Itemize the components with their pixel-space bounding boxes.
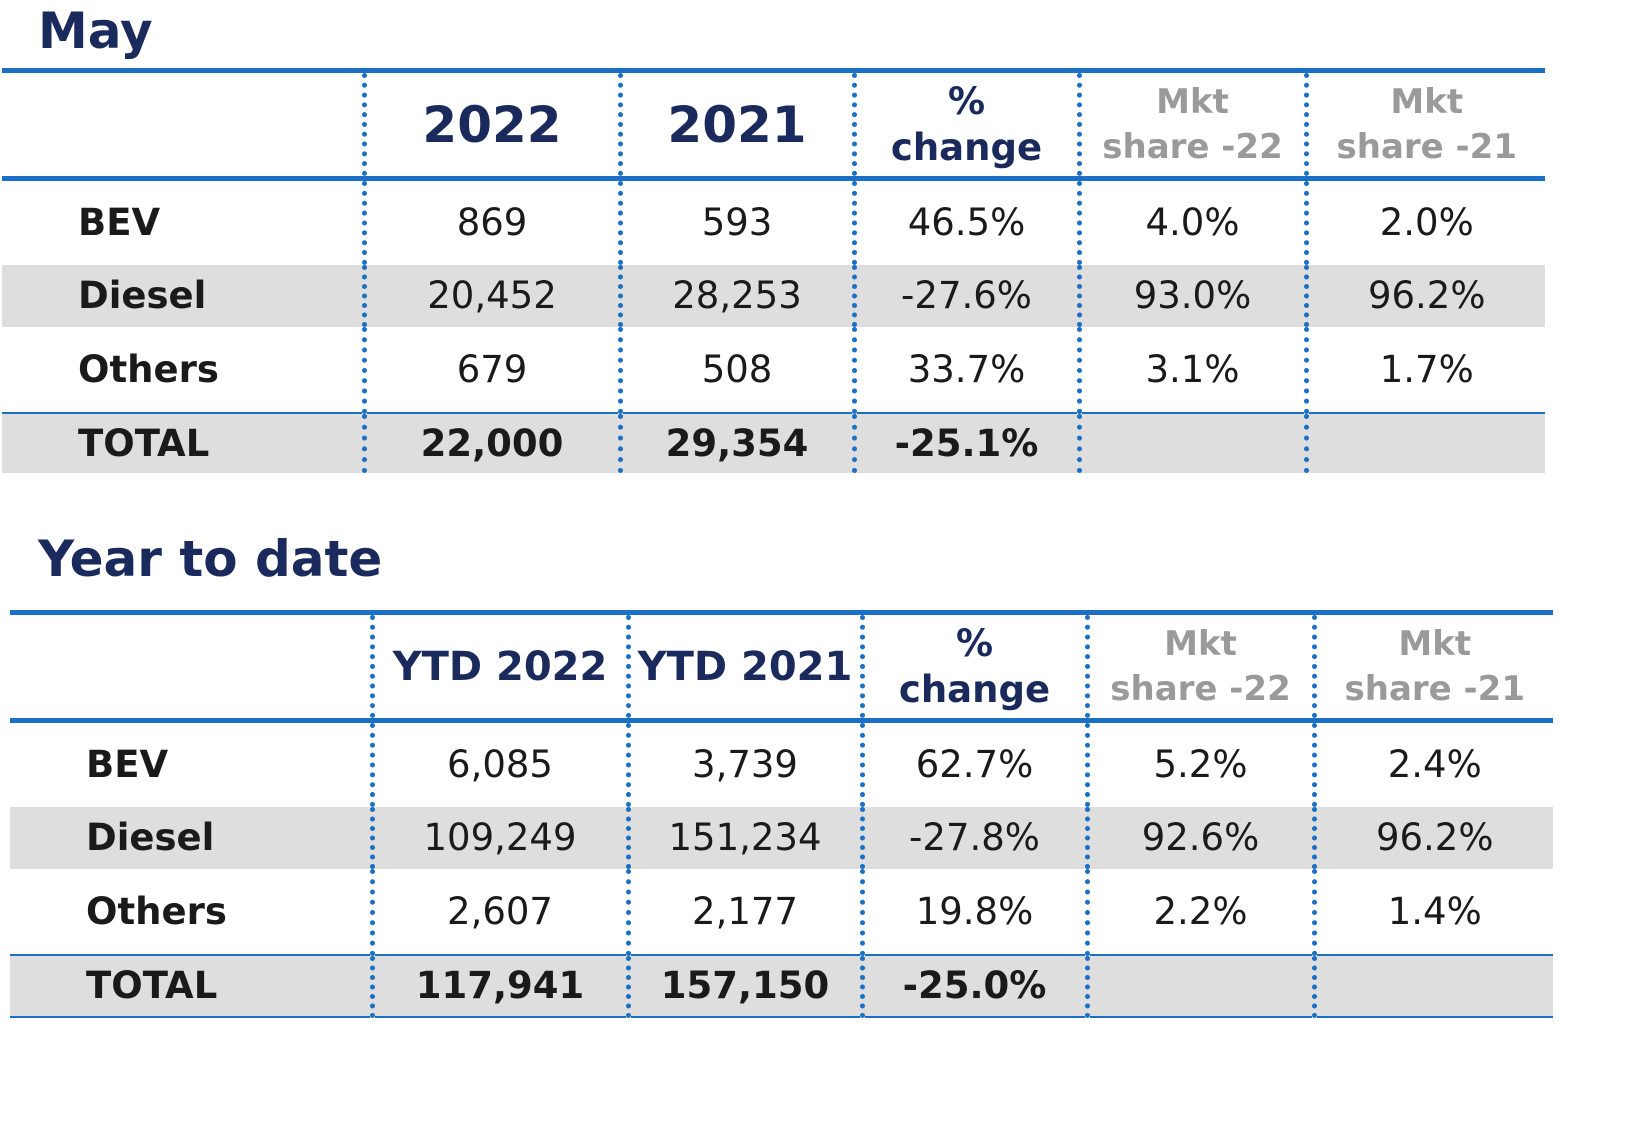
cell-mkt21: [1303, 412, 1545, 473]
cell-mkt22: 2.2%: [1084, 868, 1314, 955]
header-ytd-2021: YTD 2021: [625, 612, 862, 721]
cell-pct-change: -25.0%: [859, 954, 1087, 1017]
header-mkt-share-22: Mkt share -22: [1084, 612, 1314, 721]
cell-ytd-2021: 2,177: [625, 868, 862, 955]
cell-pct-change: 19.8%: [859, 868, 1087, 955]
row-label: BEV: [78, 201, 161, 245]
header-pct-change: % change: [859, 612, 1087, 721]
header-pct-line2: change: [898, 667, 1051, 711]
cell-2022: 679: [361, 326, 620, 413]
cell-2021: 29,354: [617, 412, 854, 473]
header-mkt-share-22: Mkt share -22: [1076, 70, 1306, 179]
may-table: 2022 2021 % change Mkt share -22 Mkt sha…: [2, 68, 1545, 473]
header-pct-line1: %: [955, 621, 994, 665]
cell-2021: 508: [617, 326, 854, 413]
table-row: Diesel 20,452 28,253 -27.6% 93.0% 96.2%: [2, 264, 1545, 327]
table-row: Others 679 508 33.7% 3.1% 1.7%: [2, 326, 1545, 413]
header-pct-change: % change: [851, 70, 1079, 179]
cell-pct-change: -27.6%: [851, 264, 1079, 327]
header-mkt21-line2: share -21: [1336, 126, 1517, 167]
cell-mkt21: 1.4%: [1311, 868, 1553, 955]
cell-pct-change: -27.8%: [859, 806, 1087, 869]
cell-ytd-2022: 2,607: [369, 868, 628, 955]
header-mkt22-line2: share -22: [1110, 668, 1291, 709]
header-empty: [10, 613, 372, 721]
cell-2022: 22,000: [361, 412, 620, 473]
cell-2021: 593: [617, 178, 854, 265]
cell-mkt22: 92.6%: [1084, 806, 1314, 869]
cell-mkt21: 1.7%: [1303, 326, 1545, 413]
cell-pct-change: -25.1%: [851, 412, 1079, 473]
ytd-table: YTD 2022 YTD 2021 % change Mkt share -22…: [10, 610, 1553, 1018]
cell-mkt21: 2.4%: [1311, 720, 1553, 807]
header-mkt22-line1: Mkt: [1164, 623, 1237, 664]
header-empty: [2, 71, 364, 179]
cell-mkt22: 4.0%: [1076, 178, 1306, 265]
cell-ytd-2022: 6,085: [369, 720, 628, 807]
cell-mkt22: 93.0%: [1076, 264, 1306, 327]
header-mkt22-line2: share -22: [1102, 126, 1283, 167]
cell-mkt21: [1311, 954, 1553, 1017]
header-mkt-share-21: Mkt share -21: [1303, 70, 1545, 179]
cell-mkt22: 3.1%: [1076, 326, 1306, 413]
ytd-header-row: YTD 2022 YTD 2021 % change Mkt share -22…: [10, 612, 1553, 721]
header-pct-line2: change: [890, 125, 1043, 169]
cell-2022: 869: [361, 178, 620, 265]
row-label: Diesel: [2, 264, 364, 327]
section-title-may: May: [38, 2, 153, 60]
cell-mkt22: [1084, 954, 1314, 1017]
header-2021: 2021: [617, 70, 854, 179]
row-label: TOTAL: [10, 954, 372, 1017]
total-row: TOTAL 22,000 29,354 -25.1%: [2, 412, 1545, 473]
header-mkt21-line2: share -21: [1344, 668, 1525, 709]
cell-pct-change: 62.7%: [859, 720, 1087, 807]
row-label: BEV: [86, 743, 169, 787]
cell-ytd-2022: 109,249: [369, 806, 628, 869]
cell-mkt21: 96.2%: [1303, 264, 1545, 327]
cell-pct-change: 46.5%: [851, 178, 1079, 265]
total-row: TOTAL 117,941 157,150 -25.0%: [10, 954, 1553, 1017]
row-label: TOTAL: [2, 412, 364, 473]
table-row: Others 2,607 2,177 19.8% 2.2% 1.4%: [10, 868, 1553, 955]
section-title-ytd: Year to date: [38, 530, 383, 588]
cell-mkt22: 5.2%: [1084, 720, 1314, 807]
row-label: Diesel: [10, 806, 372, 869]
cell-2021: 28,253: [617, 264, 854, 327]
row-label: Others: [86, 889, 227, 933]
cell-2022: 20,452: [361, 264, 620, 327]
table-row: BEV 869 593 46.5% 4.0% 2.0%: [2, 178, 1545, 265]
cell-mkt21: 2.0%: [1303, 178, 1545, 265]
cell-mkt21: 96.2%: [1311, 806, 1553, 869]
may-header-row: 2022 2021 % change Mkt share -22 Mkt sha…: [2, 70, 1545, 179]
row-label: Others: [78, 347, 219, 391]
cell-ytd-2021: 151,234: [625, 806, 862, 869]
header-mkt-share-21: Mkt share -21: [1311, 612, 1553, 721]
header-mkt21-line1: Mkt: [1390, 81, 1464, 122]
header-mkt21-line1: Mkt: [1398, 623, 1472, 664]
cell-ytd-2021: 157,150: [625, 954, 862, 1017]
header-pct-line1: %: [947, 79, 986, 123]
cell-ytd-2021: 3,739: [625, 720, 862, 807]
header-mkt22-line1: Mkt: [1156, 81, 1229, 122]
cell-ytd-2022: 117,941: [369, 954, 628, 1017]
cell-mkt22: [1076, 412, 1306, 473]
cell-pct-change: 33.7%: [851, 326, 1079, 413]
table-row: Diesel 109,249 151,234 -27.8% 92.6% 96.2…: [10, 806, 1553, 869]
table-row: BEV 6,085 3,739 62.7% 5.2% 2.4%: [10, 720, 1553, 807]
header-2022: 2022: [361, 70, 620, 179]
header-ytd-2022: YTD 2022: [369, 612, 628, 721]
